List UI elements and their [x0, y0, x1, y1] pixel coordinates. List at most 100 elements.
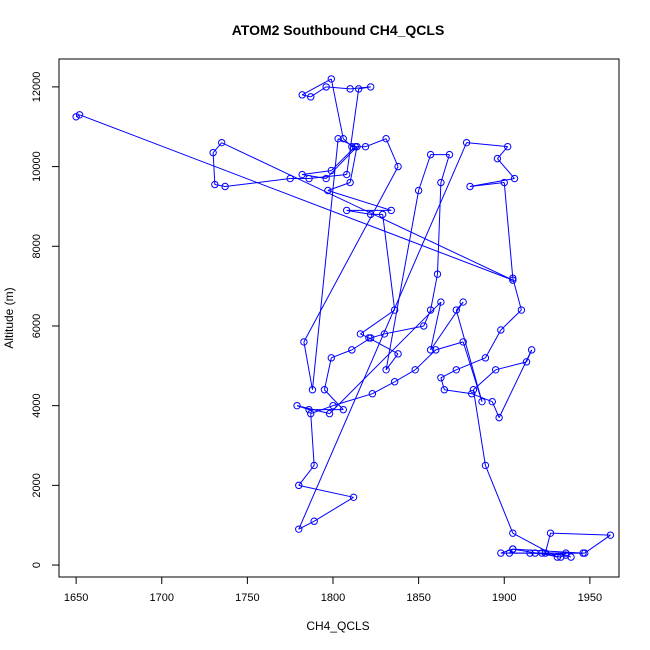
data-point [557, 553, 565, 561]
data-point [334, 134, 342, 143]
data-point [481, 461, 490, 470]
series-segment [535, 552, 566, 556]
data-point [327, 166, 335, 175]
data-point [356, 330, 365, 338]
data-point [343, 170, 351, 179]
series-segment [565, 554, 572, 558]
data-point [295, 481, 303, 490]
data-point [437, 374, 445, 382]
data-point [295, 525, 303, 533]
series-segment [302, 94, 311, 98]
data-point [500, 178, 508, 187]
data-point [339, 405, 347, 414]
x-tick-label: 1950 [578, 592, 602, 604]
series-segment [500, 309, 522, 331]
data-point [382, 134, 390, 143]
data-point [209, 148, 217, 157]
data-point [497, 549, 505, 557]
data-point [414, 186, 423, 195]
series-segment [327, 190, 392, 211]
data-point [437, 298, 445, 306]
series-segment [346, 209, 371, 215]
data-point [387, 206, 395, 215]
series-segment [372, 381, 395, 395]
data-point [346, 85, 354, 93]
data-point [354, 85, 363, 93]
series-segment [303, 341, 313, 390]
data-point [298, 170, 306, 179]
series-segment [370, 333, 385, 339]
series-segment [440, 377, 445, 390]
series-segment [472, 389, 486, 466]
data-point [368, 390, 377, 398]
x-tick-label: 1900 [492, 592, 516, 604]
series-segment [327, 182, 351, 191]
series-segment [469, 182, 505, 188]
series-segment [385, 190, 420, 370]
data-point [390, 378, 399, 386]
series-segment [325, 146, 358, 179]
series-segment [466, 142, 508, 148]
series-segment [351, 337, 371, 351]
data-point [509, 276, 517, 284]
data-point [217, 138, 226, 147]
data-point [466, 182, 474, 191]
data-point [553, 553, 562, 561]
series-segment [497, 146, 509, 159]
data-point [366, 334, 375, 342]
data-point [469, 386, 478, 394]
data-point [478, 397, 486, 406]
series-segment [324, 389, 344, 410]
chart-title: ATOM2 Southbound CH4_QCLS [232, 22, 445, 38]
y-tick-label: 6000 [31, 314, 43, 338]
x-tick-label: 1650 [64, 592, 88, 604]
series-segment [225, 178, 291, 188]
data-point [327, 354, 335, 362]
data-point [531, 549, 539, 557]
x-axis-label: CH4_QCLS [306, 619, 369, 633]
data-point [459, 298, 467, 306]
data-point [481, 354, 490, 362]
series-segment [326, 86, 351, 90]
data-point [517, 306, 526, 314]
data-point [366, 83, 375, 91]
data-point [308, 386, 317, 394]
series-segment [385, 138, 399, 167]
series-segment [329, 301, 442, 414]
series-segment [550, 532, 611, 536]
data-point [75, 111, 84, 119]
series-segment [360, 309, 395, 335]
series-segment [444, 389, 472, 395]
data-point [437, 178, 445, 187]
data-point [348, 142, 356, 151]
data-point [562, 551, 570, 559]
data-point [509, 545, 517, 553]
series-segment [346, 88, 360, 175]
data-point [346, 178, 354, 187]
series-segment [303, 166, 399, 343]
series-segment [394, 369, 416, 383]
series-segment [436, 182, 442, 275]
series-segment [323, 357, 332, 390]
series-segment [298, 142, 468, 530]
data-point [394, 162, 402, 171]
series-segment [430, 301, 442, 350]
data-point [503, 142, 512, 151]
data-point [562, 549, 570, 557]
data-point [426, 150, 435, 159]
data-point [394, 350, 402, 358]
data-point [353, 142, 361, 151]
series-segment [498, 349, 533, 418]
data-point [286, 174, 294, 183]
x-tick-label: 1800 [321, 592, 345, 604]
x-tick-label: 1750 [235, 592, 259, 604]
data-point [432, 346, 440, 354]
series-segment [462, 341, 483, 402]
series-segment [212, 152, 216, 185]
data-point [300, 338, 308, 346]
data-point [433, 270, 442, 278]
series-segment [473, 369, 497, 391]
series-segment [332, 393, 373, 407]
series-segment [311, 138, 339, 390]
y-tick-label: 0 [31, 562, 43, 568]
